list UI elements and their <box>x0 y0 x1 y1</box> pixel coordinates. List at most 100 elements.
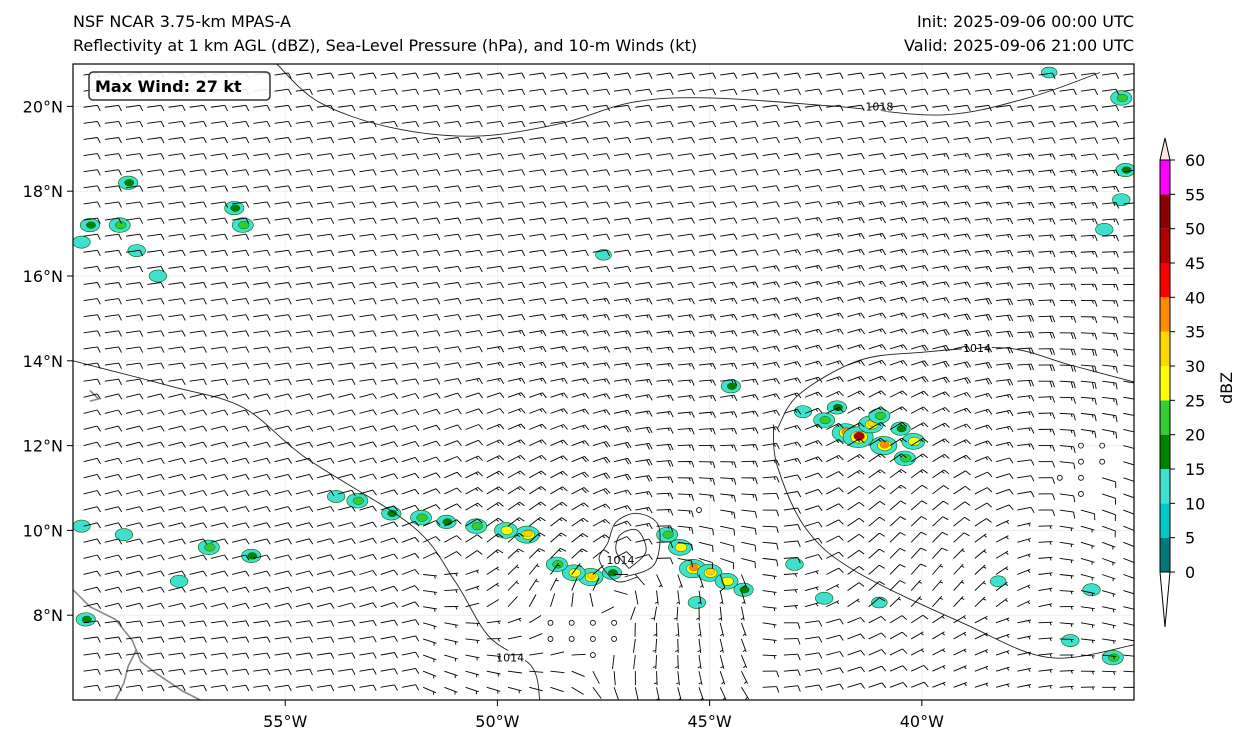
wind-barb <box>401 619 420 626</box>
wind-barb <box>232 620 250 627</box>
wind-barb <box>444 572 459 577</box>
barb-staff <box>253 668 268 672</box>
wind-barb <box>974 649 988 656</box>
barb-staff <box>677 541 692 545</box>
wind-barb <box>528 578 539 591</box>
barb-staff <box>826 683 841 688</box>
wind-barb <box>295 684 313 692</box>
wind-barb <box>422 552 441 559</box>
barb-feather <box>118 636 122 643</box>
barb-feather <box>181 603 186 609</box>
wind-barb <box>486 455 505 463</box>
barb-staff <box>104 522 119 527</box>
barb-half-feather <box>1006 667 1010 671</box>
barb-feather <box>456 471 462 478</box>
wind-barb <box>232 554 250 561</box>
barb-half-feather <box>1028 620 1031 624</box>
barb-staff <box>635 554 649 559</box>
barb-staff <box>104 441 119 447</box>
barb-half-feather <box>496 487 500 491</box>
wind-barb <box>932 516 949 527</box>
wind-barb <box>125 490 144 497</box>
wind-barb <box>401 472 420 479</box>
barb-feather <box>540 486 547 491</box>
wind-barb <box>253 602 271 609</box>
echo-cell <box>327 490 346 503</box>
barb-half-feather <box>537 549 541 553</box>
barb-half-feather <box>984 633 988 637</box>
barb-feather <box>858 566 865 571</box>
wind-barb <box>444 606 459 610</box>
barb-staff <box>338 570 352 575</box>
barb-staff <box>507 596 518 608</box>
barb-staff <box>380 601 395 608</box>
barb-staff <box>232 506 246 511</box>
barb-half-feather <box>941 471 945 474</box>
wind-barb <box>698 557 713 569</box>
barb-staff <box>316 473 331 479</box>
wind-barb <box>274 473 292 480</box>
wind-barb <box>868 501 886 511</box>
barb-staff <box>613 687 620 700</box>
wind-barb <box>826 567 844 575</box>
barb-feather <box>139 603 144 609</box>
wind-barb <box>762 638 777 644</box>
barb-staff <box>528 578 538 591</box>
barb-staff <box>316 668 331 672</box>
wind-barb <box>189 457 208 464</box>
echo-peak <box>706 568 716 576</box>
barb-feather <box>902 682 908 688</box>
barb-staff <box>338 489 352 495</box>
barb-feather <box>160 586 165 593</box>
barb-staff <box>868 548 880 559</box>
barb-feather <box>879 469 886 474</box>
barb-half-feather <box>495 534 499 538</box>
barb-feather <box>859 454 865 459</box>
wind-barb <box>635 442 653 450</box>
barb-staff <box>338 652 353 656</box>
barb-half-feather <box>667 509 670 513</box>
barb-feather <box>203 668 207 676</box>
barb-feather <box>456 551 462 557</box>
wind-barb <box>805 652 823 659</box>
wind-barb <box>1102 654 1117 660</box>
barb-feather <box>245 441 250 448</box>
barb-staff <box>359 684 374 688</box>
barb-half-feather <box>1027 601 1031 605</box>
barb-feather <box>691 494 694 501</box>
barb-half-feather <box>1135 656 1136 659</box>
barb-staff <box>401 472 416 479</box>
barb-staff <box>147 554 162 559</box>
barb-feather <box>498 486 504 492</box>
barb-feather <box>899 532 906 536</box>
wind-barb <box>1080 686 1095 691</box>
wind-barb <box>507 686 522 694</box>
barb-half-feather <box>1113 640 1115 644</box>
wind-barb <box>465 471 483 479</box>
barb-staff <box>253 506 268 511</box>
wind-barb <box>422 638 437 646</box>
barb-staff <box>422 440 437 447</box>
wind-barb <box>804 488 823 495</box>
barb-feather <box>922 614 929 620</box>
wind-barb <box>423 606 437 612</box>
wind-barb <box>338 457 356 464</box>
barb-feather <box>393 537 399 544</box>
wind-barb <box>673 606 679 621</box>
wind-barb <box>783 441 802 448</box>
barb-feather <box>901 453 907 458</box>
wind-barb <box>295 652 313 659</box>
wind-barb <box>826 503 844 511</box>
barb-feather <box>372 620 377 627</box>
barb-staff <box>125 490 140 495</box>
barb-half-feather <box>941 455 945 459</box>
barb-feather <box>96 490 101 497</box>
barb-feather <box>414 569 420 575</box>
wind-barb <box>676 590 680 605</box>
barb-half-feather <box>497 655 500 660</box>
wind-barb <box>571 563 582 575</box>
barb-staff <box>868 485 881 495</box>
barb-half-feather <box>1027 554 1031 558</box>
barb-staff <box>189 473 204 479</box>
barb-feather <box>309 603 314 609</box>
